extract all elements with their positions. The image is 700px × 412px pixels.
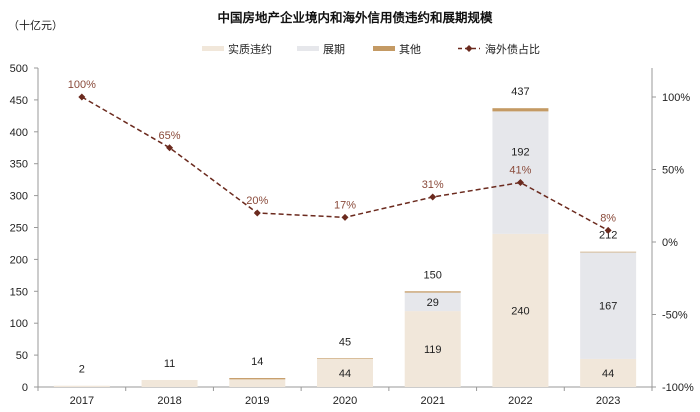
- share-label: 31%: [422, 179, 444, 191]
- bar-total-label: 45: [339, 336, 351, 348]
- x-tick-label: 2020: [333, 395, 357, 407]
- bar-segment: [229, 379, 286, 387]
- share-label: 65%: [159, 130, 181, 142]
- share-point: [253, 209, 261, 217]
- share-point: [604, 226, 612, 234]
- y2-tick-label: 100%: [662, 92, 690, 104]
- x-tick-label: 2018: [157, 395, 181, 407]
- share-label: 17%: [334, 199, 356, 211]
- share-point: [78, 93, 86, 101]
- bar-segment: [492, 108, 549, 112]
- y-tick-label: 200: [10, 254, 28, 266]
- bar-segment: [492, 111, 549, 234]
- x-tick-label: 2021: [420, 395, 444, 407]
- bar-segment: [404, 292, 461, 312]
- share-point: [429, 193, 437, 201]
- share-label: 41%: [509, 165, 531, 177]
- y-tick-label: 500: [10, 63, 28, 75]
- bar-inner-label: 44: [602, 368, 614, 380]
- bar-segment: [492, 233, 549, 387]
- legend-label: 其他: [399, 43, 421, 56]
- bar-inner-label: 192: [511, 147, 529, 159]
- y2-tick-label: 0%: [662, 237, 678, 249]
- y2-tick-label: -50%: [662, 310, 688, 322]
- bar-segment: [580, 358, 637, 387]
- bar-segment: [404, 291, 461, 293]
- y-tick-label: 300: [10, 191, 28, 203]
- legend-label: 海外债占比: [485, 42, 540, 56]
- legend-swatch: [373, 46, 395, 51]
- share-point: [516, 179, 524, 187]
- bar-total-label: 150: [424, 269, 442, 281]
- bar-segment: [53, 385, 110, 387]
- y2-tick-label: -100%: [662, 382, 694, 394]
- bar-segment: [404, 311, 461, 387]
- bar-total-label: 2: [79, 364, 85, 376]
- share-label: 8%: [600, 212, 616, 224]
- bar-total-label: 11: [164, 358, 175, 370]
- bar-segment: [580, 252, 637, 359]
- bar-inner-label: 119: [424, 344, 442, 356]
- y-tick-label: 250: [10, 223, 28, 235]
- bar-inner-label: 44: [339, 368, 351, 380]
- y-tick-label: 350: [10, 159, 28, 171]
- y2-tick-label: 50%: [662, 165, 684, 177]
- y-tick-label: 50: [16, 350, 28, 362]
- bar-segment: [317, 358, 373, 387]
- y-tick-label: 400: [10, 127, 28, 139]
- bar-total-label: 14: [251, 356, 263, 368]
- bar-total-label: 437: [511, 86, 529, 98]
- x-tick-label: 2023: [596, 395, 620, 407]
- bar-segment: [317, 358, 373, 359]
- share-point: [341, 213, 349, 221]
- share-label: 100%: [68, 79, 96, 91]
- y-tick-label: 0: [22, 382, 28, 394]
- legend-label: 展期: [323, 43, 345, 56]
- legend-label: 实质违约: [228, 42, 272, 56]
- bar-inner-label: 29: [427, 297, 439, 309]
- x-tick-label: 2017: [70, 395, 94, 407]
- bar-segment: [141, 379, 198, 387]
- bar-inner-label: 167: [599, 301, 617, 313]
- legend-marker: [465, 45, 473, 52]
- y-axis-unit-label: （十亿元）: [8, 18, 63, 32]
- bar-segment: [229, 378, 286, 380]
- y-tick-label: 450: [10, 95, 28, 107]
- bar-total-label: 212: [599, 230, 617, 242]
- share-point: [166, 144, 174, 152]
- y-tick-label: 100: [10, 318, 28, 330]
- x-tick-label: 2022: [508, 395, 532, 407]
- share-label: 20%: [246, 195, 268, 207]
- chart-title: 中国房地产企业境内和海外信用债违约和展期规模: [217, 10, 493, 25]
- bar-segment: [580, 251, 637, 253]
- y-tick-label: 150: [10, 286, 28, 298]
- bar-inner-label: 240: [511, 305, 529, 317]
- x-tick-label: 2019: [245, 395, 269, 407]
- legend-swatch: [297, 46, 319, 51]
- legend-swatch: [202, 46, 224, 51]
